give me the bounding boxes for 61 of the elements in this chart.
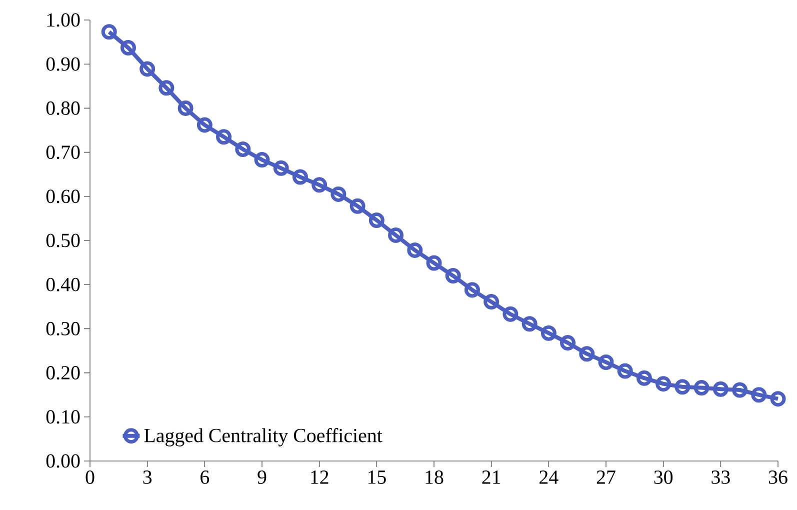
y-tick-label: 0.00 [46,454,80,468]
point [388,227,404,243]
point [368,212,384,228]
point [579,346,595,362]
x-tick-label: 15 [368,470,386,484]
point [407,242,423,258]
point [292,169,308,185]
point [656,376,672,392]
point [445,268,461,284]
point [770,391,786,407]
point [636,370,652,386]
point [560,335,576,351]
x-tick-label: 30 [654,470,673,484]
point [464,282,480,298]
x-tick-label: 33 [712,470,730,484]
point [235,141,251,157]
point [330,186,346,202]
point [158,80,174,96]
point [426,255,442,271]
point [598,354,614,370]
y-tick-label: 0.40 [46,278,80,292]
x-tick-label: 36 [769,470,788,484]
x-tick-label: 27 [596,470,616,484]
point [540,325,556,341]
point [140,61,156,77]
y-tick-label: 0.30 [46,322,80,336]
point [273,160,289,176]
point [216,129,232,145]
point [712,381,728,397]
point [732,382,748,398]
y-tick-label: 0.70 [46,146,80,160]
y-tick-label: 0.80 [46,101,80,115]
y-tick-label: 0.90 [46,57,80,71]
point [484,294,500,310]
point [751,387,767,403]
point [522,316,538,332]
point [674,379,690,395]
point [178,100,194,116]
y-tick-label: 0.20 [46,366,80,380]
point [101,24,117,40]
x-tick-label: 21 [482,470,500,484]
point [254,152,270,168]
point [350,198,366,214]
x-tick-label: 0 [86,470,94,484]
x-tick-label: 24 [540,470,558,484]
y-tick-label: 0.10 [46,410,80,424]
x-tick-label: 3 [143,470,152,484]
y-tick-label: 0.60 [46,190,80,204]
point [617,363,633,379]
y-tick-label: 1.00 [47,13,80,27]
point [120,40,136,56]
point [502,306,518,322]
y-tick-label: 0.50 [46,234,80,248]
point [196,117,212,133]
point [694,380,710,396]
x-tick-label: 9 [258,470,266,484]
x-tick-label: 6 [200,470,210,484]
x-tick-label: 12 [311,470,328,484]
legend-label: Lagged Centrality Coefficient [144,428,382,446]
x-tick-label: 18 [426,470,444,484]
point [312,177,328,193]
